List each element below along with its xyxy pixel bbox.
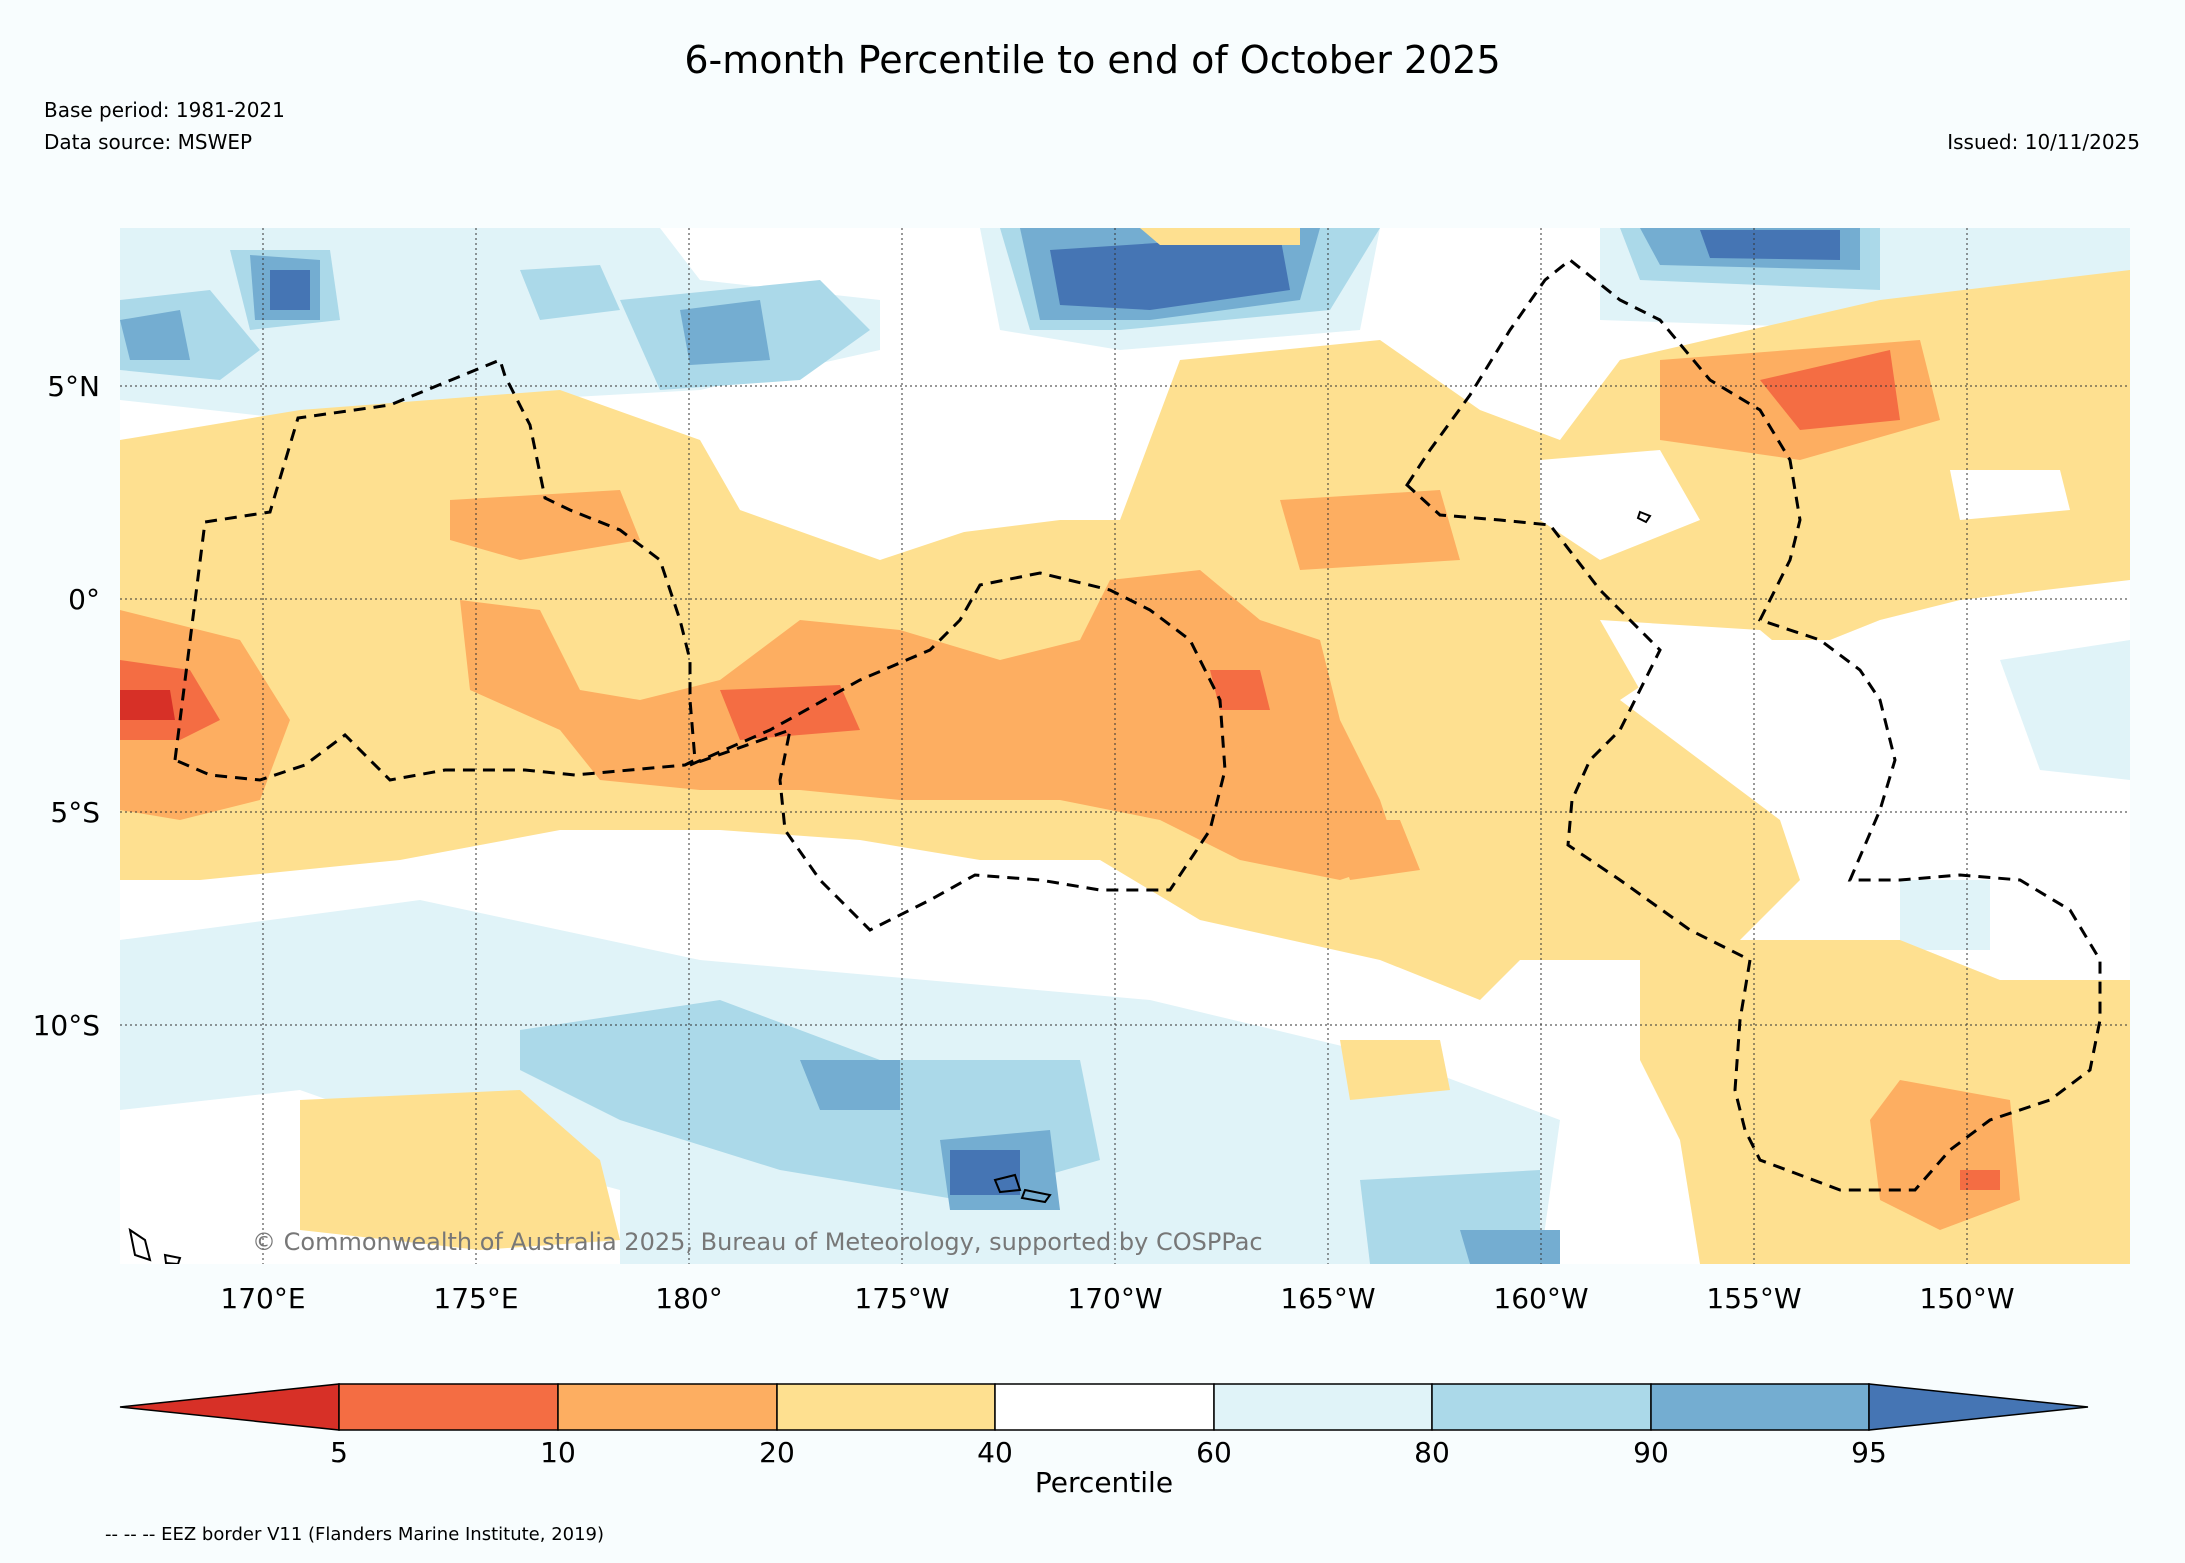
band-below-5	[120, 690, 175, 720]
lon-label-170e: 170°E	[220, 1282, 305, 1315]
colorbar-label: Percentile	[1035, 1466, 1173, 1499]
colorbar-tick-80: 80	[1414, 1436, 1450, 1469]
lat-label-0: 0°	[68, 583, 100, 616]
map-title: 6-month Percentile to end of October 202…	[684, 38, 1501, 82]
colorbar-segment-60-80	[1213, 1383, 1433, 1431]
issued-date: Issued: 10/11/2025	[1947, 130, 2140, 154]
copyright-notice: © Commonwealth of Australia 2025, Bureau…	[252, 1228, 1263, 1256]
colorbar-ticks: 5 10 20 40 60 80 90 95	[330, 1436, 1887, 1469]
island-outlines	[128, 510, 1652, 1264]
colorbar-segment-above-95	[1868, 1383, 2089, 1431]
lon-label-155w: 155°W	[1706, 1282, 1801, 1315]
latitude-labels: 5°N 0° 5°S 10°S	[33, 370, 100, 1042]
band-10-20	[120, 340, 2020, 1230]
colorbar-tick-5: 5	[330, 1436, 348, 1469]
colorbar: 5 10 20 40 60 80 90 95 Percentile	[119, 1383, 2089, 1499]
base-period: Base period: 1981-2021	[44, 98, 285, 122]
lat-label-5n: 5°N	[47, 370, 100, 403]
colorbar-segment-5-10	[338, 1383, 559, 1431]
colorbar-tick-40: 40	[977, 1436, 1013, 1469]
colorbar-segment-10-20	[557, 1383, 778, 1431]
colorbar-tick-95: 95	[1851, 1436, 1887, 1469]
lon-label-150w: 150°W	[1919, 1282, 2014, 1315]
lat-label-5s: 5°S	[50, 796, 100, 829]
band-above-95	[270, 230, 1840, 1195]
lon-label-175w: 175°W	[854, 1282, 949, 1315]
colorbar-segment-40-60	[994, 1383, 1215, 1431]
colorbar-segment-80-90	[1431, 1383, 1652, 1431]
lat-label-10s: 10°S	[33, 1009, 100, 1042]
eez-border-note: -- -- -- EEZ border V11 (Flanders Marine…	[105, 1524, 605, 1545]
lon-label-175e: 175°E	[433, 1282, 518, 1315]
lon-label-170w: 170°W	[1067, 1282, 1162, 1315]
colorbar-tick-60: 60	[1196, 1436, 1232, 1469]
colorbar-segment-90-95	[1650, 1383, 1870, 1431]
eez-borders	[173, 258, 2102, 1192]
colorbar-segment-20-40	[776, 1383, 996, 1431]
lon-label-160w: 160°W	[1493, 1282, 1588, 1315]
lon-label-180: 180°	[655, 1282, 722, 1315]
colorbar-tick-10: 10	[540, 1436, 576, 1469]
colorbar-tick-20: 20	[759, 1436, 795, 1469]
longitude-labels: 170°E 175°E 180° 175°W 170°W 165°W 160°W…	[220, 1282, 2014, 1315]
data-source: Data source: MSWEP	[44, 130, 253, 154]
band-40-60-holes	[760, 380, 2070, 700]
colorbar-segment-below-5	[119, 1383, 340, 1431]
map-plot-area: © Commonwealth of Australia 2025, Bureau…	[120, 228, 2130, 1264]
lon-label-165w: 165°W	[1280, 1282, 1375, 1315]
colorbar-tick-90: 90	[1633, 1436, 1669, 1469]
gridlines	[120, 228, 2130, 1264]
